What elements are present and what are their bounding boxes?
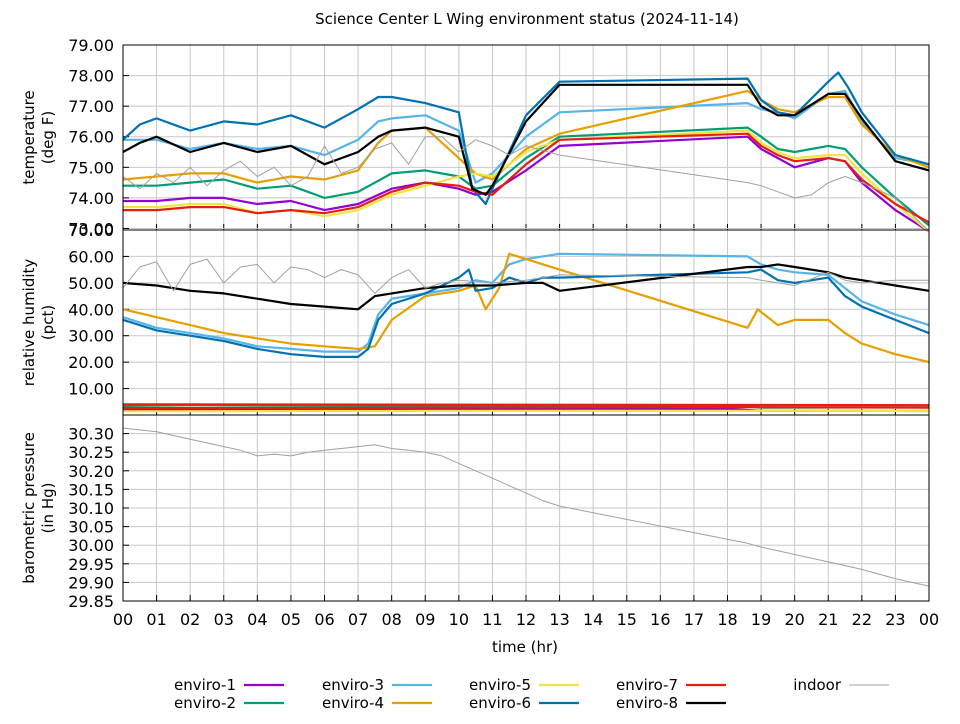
x-tick-label: 18: [717, 610, 737, 629]
y-tick-label: 30.00: [68, 327, 114, 346]
x-axis: 00 01 02 03 04 05 06 07 08 09 10 11 12 13 14 15 16 17 18 19…: [113, 610, 939, 629]
y-tick-label: 29.95: [68, 555, 114, 574]
y-tick-label: 30.00: [68, 536, 114, 555]
y-tick-label: 30.20: [68, 462, 114, 481]
x-tick-label: 14: [583, 610, 603, 629]
series-line-enviro-4: [122, 252, 930, 364]
series-line-enviro-3: [122, 252, 930, 353]
series-line-enviro-7: [122, 406, 930, 410]
y-axis-title-units: (deg F): [39, 111, 57, 164]
legend-label-indoor: indoor: [793, 676, 842, 694]
series-line-indoor: [122, 136, 930, 232]
x-tick-label: 20: [784, 610, 804, 629]
y-tick-label: 30.05: [68, 518, 114, 537]
y-tick-label: 70.00: [68, 221, 114, 240]
y-tick-label: 77.00: [68, 97, 114, 116]
series-line-enviro-6: [122, 71, 930, 206]
y-tick-label: 29.85: [68, 592, 114, 611]
x-tick-label: 08: [381, 610, 401, 629]
legend-label-enviro-8: enviro-8: [616, 694, 678, 712]
panel-humidity: 10.00 20.00 30.00 40.00 50.00 60.00 70.00 relat…: [20, 221, 930, 416]
y-axis-title: barometric pressure: [20, 432, 38, 584]
y-tick-label: 73.00: [68, 219, 114, 238]
legend-label-enviro-4: enviro-4: [322, 694, 384, 712]
x-axis-title: time (hr): [492, 638, 558, 656]
y-tick-label: 78.00: [68, 67, 114, 86]
panel-pressure: 29.8529.9029.9530.0030.0530.1030.1530.20…: [20, 414, 930, 611]
y-tick-label: 50.00: [68, 274, 114, 293]
series-line-enviro-7-line: [122, 403, 930, 407]
y-tick-label: 79.00: [68, 36, 114, 55]
x-tick-label: 10: [449, 610, 469, 629]
y-tick-label: 75.00: [68, 158, 114, 177]
series-line-enviro-8: [122, 83, 930, 196]
legend-label-enviro-2: enviro-2: [174, 694, 236, 712]
legend-label-enviro-1: enviro-1: [174, 676, 236, 694]
x-tick-label: 00: [113, 610, 133, 629]
y-axis-title-units: (in Hg): [39, 483, 57, 534]
y-tick-label: 30.10: [68, 499, 114, 518]
x-tick-label: 21: [818, 610, 838, 629]
x-tick-label: 04: [247, 610, 267, 629]
y-tick-label: 40.00: [68, 300, 114, 319]
x-tick-label: 05: [281, 610, 301, 629]
y-axis-title: relative humidity: [20, 259, 38, 387]
x-tick-label: 23: [885, 610, 905, 629]
x-tick-label: 12: [516, 610, 536, 629]
x-tick-label: 13: [549, 610, 569, 629]
y-tick-label: 30.25: [68, 443, 114, 462]
x-tick-label: 03: [214, 610, 234, 629]
chart-title: Science Center L Wing environment status…: [315, 10, 739, 28]
y-tick-label: 74.00: [68, 189, 114, 208]
legend-label-enviro-7: enviro-7: [616, 676, 678, 694]
panel-temperature: 73.00 74.00 75.00 76.00 77.00 78.00 79.00 tempe…: [20, 36, 930, 238]
legend-label-enviro-6: enviro-6: [469, 694, 531, 712]
legend-label-enviro-3: enviro-3: [322, 676, 384, 694]
chart-panels: 73.00 74.00 75.00 76.00 77.00 78.00 79.00 tempe…: [20, 36, 930, 611]
y-tick-label: 29.90: [68, 573, 114, 592]
series-line-enviro-5: [122, 409, 930, 413]
legend-label-enviro-5: enviro-5: [469, 676, 531, 694]
x-tick-label: 11: [482, 610, 502, 629]
x-tick-label: 01: [146, 610, 166, 629]
y-tick-label: 30.30: [68, 425, 114, 444]
y-tick-label: 60.00: [68, 247, 114, 266]
x-tick-label: 19: [751, 610, 771, 629]
y-tick-label: 30.15: [68, 480, 114, 499]
x-tick-label: 15: [617, 610, 637, 629]
y-axis-title-units: (pct): [39, 305, 57, 340]
y-tick-label: 20.00: [68, 353, 114, 372]
series-line-indoor: [122, 427, 930, 587]
x-tick-label: 09: [415, 610, 435, 629]
y-tick-label: 10.00: [68, 380, 114, 399]
panel-border: [122, 414, 930, 602]
y-tick-label: 76.00: [68, 128, 114, 147]
series-line-enviro-2: [123, 126, 930, 227]
y-axis-title: temperature: [20, 90, 38, 184]
x-tick-label: 16: [650, 610, 670, 629]
x-tick-label: 06: [314, 610, 334, 629]
x-tick-label: 22: [852, 610, 872, 629]
x-tick-label: 07: [348, 610, 368, 629]
x-tick-label: 02: [180, 610, 200, 629]
x-tick-label: 00: [919, 610, 939, 629]
series-line-indoor: [122, 258, 929, 294]
x-tick-label: 17: [684, 610, 704, 629]
